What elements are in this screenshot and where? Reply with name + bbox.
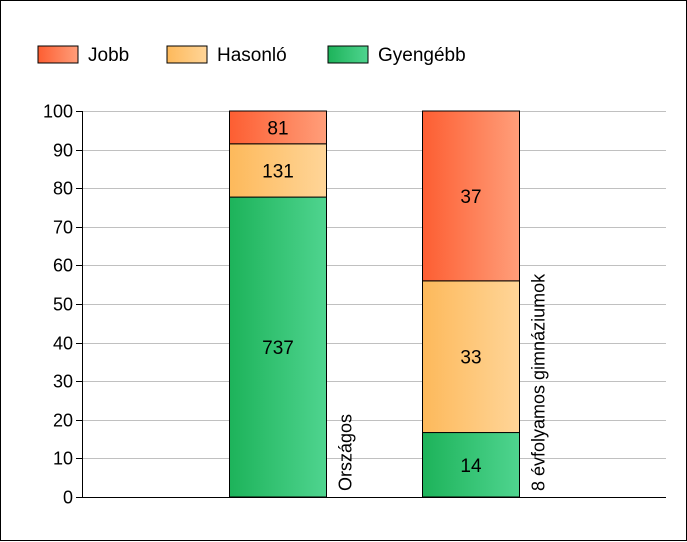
category-labels: Országos 8 évfolyamos gimnáziumok [336, 273, 549, 491]
legend-swatch-gyengebb [327, 45, 369, 64]
legend-label-hasonlo: Hasonló [217, 45, 287, 66]
legend: Jobb Hasonló Gyengébb [37, 45, 466, 66]
y-tick-label-80: 80 [53, 179, 73, 199]
y-tick-label-60: 60 [53, 256, 73, 276]
legend-swatch-jobb [37, 45, 79, 64]
y-tick-label-40: 40 [53, 334, 73, 354]
bar-segment-hasonlo-orszagos [229, 143, 327, 198]
y-tick-label-100: 100 [43, 102, 73, 122]
category-label-orszagos: Országos [336, 414, 356, 491]
bar-segment-gyengebb-8-evfolyamos-gimnaziumok [422, 432, 520, 498]
data-label-jobb-8-evfolyamos-gimnaziumok: 37 [460, 187, 481, 208]
bar-segment-jobb-8-evfolyamos-gimnaziumok [422, 110, 520, 282]
data-label-gyengebb-8-evfolyamos-gimnaziumok: 14 [460, 456, 482, 477]
y-tick-label-10: 10 [53, 449, 73, 469]
data-label-hasonlo-orszagos: 131 [262, 161, 294, 182]
y-tick-label-70: 70 [53, 218, 73, 238]
category-label-8-evfolyamos-gimnaziumok: 8 évfolyamos gimnáziumok [529, 273, 549, 491]
grid-lines [82, 111, 666, 459]
y-tick-label-50: 50 [53, 295, 73, 315]
y-tick-label-20: 20 [53, 411, 73, 431]
data-label-jobb-orszagos: 81 [267, 118, 288, 139]
y-tick-label-90: 90 [53, 141, 73, 161]
y-tick-label-0: 0 [63, 488, 73, 508]
bars: 737 131 81 14 33 37 [229, 110, 520, 498]
bar-segment-jobb-orszagos [229, 110, 327, 145]
legend-label-gyengebb: Gyengébb [378, 45, 466, 66]
data-label-hasonlo-8-evfolyamos-gimnaziumok: 33 [460, 348, 481, 369]
data-label-gyengebb-orszagos: 737 [262, 338, 294, 359]
y-tick-label-30: 30 [53, 372, 73, 392]
axes: 0 10 20 30 40 50 60 70 80 90 100 [43, 102, 666, 508]
legend-swatch-hasonlo [166, 45, 208, 64]
legend-label-jobb: Jobb [88, 45, 129, 66]
